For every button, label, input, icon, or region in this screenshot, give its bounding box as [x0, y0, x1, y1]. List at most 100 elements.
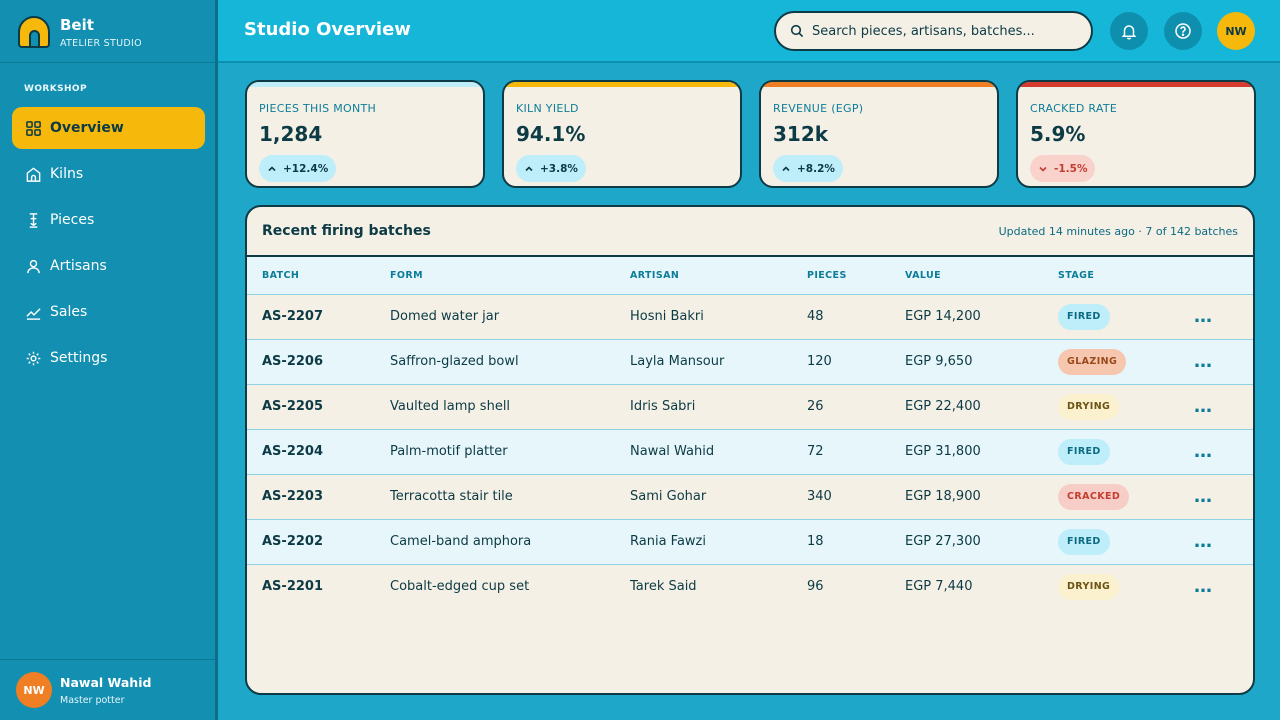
- kpi-card-pieces: PIECES THIS MONTH 1,284 +12.4%: [245, 80, 485, 188]
- sidebar-item-label: Kilns: [50, 166, 84, 182]
- user-avatar-button[interactable]: NW: [1217, 12, 1255, 50]
- more-options-icon[interactable]: …: [1194, 531, 1213, 552]
- table-row[interactable]: AS-2205 Vaulted lamp shell Idris Sabri 26 EG…: [247, 384, 1253, 430]
- stage-cell: DRYING: [1043, 384, 1179, 430]
- more-options-icon[interactable]: …: [1194, 441, 1213, 462]
- kiln-icon: [24, 165, 42, 183]
- artisan-cell: Nawal Wahid: [615, 429, 792, 475]
- status-badge: FIRED: [1058, 303, 1110, 330]
- table-row[interactable]: AS-2206 Saffron-glazed bowl Layla Mansour 1…: [247, 339, 1253, 385]
- pieces-cell: 48: [792, 294, 890, 340]
- kpi-delta: +3.8%: [540, 162, 578, 175]
- chart-line-icon: [24, 303, 42, 321]
- kpi-accent-bar: [761, 82, 997, 87]
- beit-logo-icon: [18, 16, 50, 48]
- batch-id: AS-2203: [247, 474, 375, 520]
- more-options-icon[interactable]: …: [1194, 486, 1213, 507]
- column-header-actions: [1179, 257, 1253, 295]
- kpi-label: REVENUE (EGP): [773, 102, 864, 115]
- chevron-up-icon: [267, 164, 277, 174]
- batch-id: AS-2205: [247, 384, 375, 430]
- more-options-icon[interactable]: …: [1194, 576, 1213, 598]
- status-badge: FIRED: [1058, 528, 1110, 555]
- help-button[interactable]: [1164, 12, 1202, 50]
- value-cell: EGP 7,440: [890, 564, 1043, 609]
- search-input[interactable]: [812, 23, 1082, 39]
- kpi-label: PIECES THIS MONTH: [259, 102, 377, 115]
- kpi-accent-bar: [247, 82, 483, 87]
- form-cell: Domed water jar: [375, 294, 615, 340]
- page-title: Studio Overview: [244, 19, 411, 40]
- brand[interactable]: Beit ATELIER STUDIO: [18, 12, 142, 52]
- recent-batches-card: Recent firing batches Updated 14 minutes…: [245, 205, 1255, 695]
- kpi-value: 94.1%: [516, 122, 586, 146]
- help-icon: [1175, 23, 1191, 39]
- form-cell: Palm-motif platter: [375, 429, 615, 475]
- sidebar: Beit ATELIER STUDIO WORKSHOP Overview Ki…: [0, 0, 218, 720]
- kpi-card-cracked-rate: CRACKED RATE 5.9% -1.5%: [1016, 80, 1256, 188]
- table-row[interactable]: AS-2203 Terracotta stair tile Sami Gohar 34…: [247, 474, 1253, 520]
- actions-cell: …: [1179, 474, 1253, 520]
- artisan-cell: Tarek Said: [615, 564, 792, 609]
- kpi-delta-badge: +8.2%: [773, 155, 843, 182]
- bell-icon: [1121, 25, 1137, 40]
- table-row[interactable]: AS-2201 Cobalt-edged cup set Tarek Said 96 E…: [247, 564, 1253, 609]
- actions-cell: …: [1179, 564, 1253, 609]
- card-header: Recent firing batches Updated 14 minutes…: [247, 207, 1253, 257]
- pieces-cell: 96: [792, 564, 890, 609]
- form-cell: Cobalt-edged cup set: [375, 564, 615, 609]
- column-header-stage[interactable]: STAGE: [1043, 257, 1179, 295]
- value-cell: EGP 18,900: [890, 474, 1043, 520]
- status-badge: FIRED: [1058, 438, 1110, 465]
- current-user[interactable]: NW Nawal Wahid Master potter: [16, 672, 151, 708]
- kpi-delta: +8.2%: [797, 162, 835, 175]
- sidebar-item-artisans[interactable]: Artisans: [12, 245, 205, 287]
- notifications-button[interactable]: [1110, 12, 1148, 50]
- brand-name: Beit: [60, 15, 94, 34]
- sidebar-item-pieces[interactable]: Pieces: [12, 199, 205, 241]
- actions-cell: …: [1179, 384, 1253, 430]
- more-options-icon[interactable]: …: [1194, 351, 1213, 372]
- table-row[interactable]: AS-2207 Domed water jar Hosni Bakri 48 EGP 1…: [247, 294, 1253, 340]
- column-header-value[interactable]: VALUE: [890, 257, 1043, 295]
- stage-cell: FIRED: [1043, 519, 1179, 565]
- artisan-cell: Rania Fawzi: [615, 519, 792, 565]
- sidebar-item-sales[interactable]: Sales: [12, 291, 205, 333]
- artisan-cell: Hosni Bakri: [615, 294, 792, 340]
- column-header-artisan[interactable]: ARTISAN: [615, 257, 792, 295]
- batch-id: AS-2201: [247, 564, 375, 609]
- batches-table: BATCH FORM ARTISAN PIECES VALUE STAGE AS…: [247, 257, 1253, 609]
- sidebar-item-label: Overview: [50, 120, 124, 136]
- sidebar-item-settings[interactable]: Settings: [12, 337, 205, 379]
- column-header-batch[interactable]: BATCH: [247, 257, 375, 295]
- sidebar-item-kilns[interactable]: Kilns: [12, 153, 205, 195]
- value-cell: EGP 22,400: [890, 384, 1043, 430]
- search-box[interactable]: [774, 11, 1093, 51]
- sidebar-item-label: Pieces: [50, 212, 95, 228]
- value-cell: EGP 27,300: [890, 519, 1043, 565]
- sidebar-item-overview[interactable]: Overview: [12, 107, 205, 149]
- column-header-form[interactable]: FORM: [375, 257, 615, 295]
- pieces-cell: 18: [792, 519, 890, 565]
- nav-section-label: WORKSHOP: [24, 84, 87, 94]
- kpi-card-revenue: REVENUE (EGP) 312k +8.2%: [759, 80, 999, 188]
- kpi-label: KILN YIELD: [516, 102, 579, 115]
- kpi-accent-bar: [1018, 82, 1254, 87]
- chevron-down-icon: [1038, 164, 1048, 174]
- form-cell: Saffron-glazed bowl: [375, 339, 615, 385]
- stage-cell: CRACKED: [1043, 474, 1179, 520]
- column-header-pieces[interactable]: PIECES: [792, 257, 890, 295]
- sidebar-item-label: Sales: [50, 304, 88, 320]
- divider: [0, 62, 215, 63]
- pieces-cell: 120: [792, 339, 890, 385]
- kpi-delta: +12.4%: [283, 162, 329, 175]
- search-icon: [790, 24, 804, 38]
- actions-cell: …: [1179, 519, 1253, 565]
- table-row[interactable]: AS-2202 Camel-band amphora Rania Fawzi 18 EG…: [247, 519, 1253, 565]
- more-options-icon[interactable]: …: [1194, 396, 1213, 417]
- table-row[interactable]: AS-2204 Palm-motif platter Nawal Wahid 72 EG…: [247, 429, 1253, 475]
- actions-cell: …: [1179, 294, 1253, 340]
- stage-cell: FIRED: [1043, 429, 1179, 475]
- top-header: Studio Overview NW: [218, 0, 1280, 63]
- more-options-icon[interactable]: …: [1194, 306, 1213, 327]
